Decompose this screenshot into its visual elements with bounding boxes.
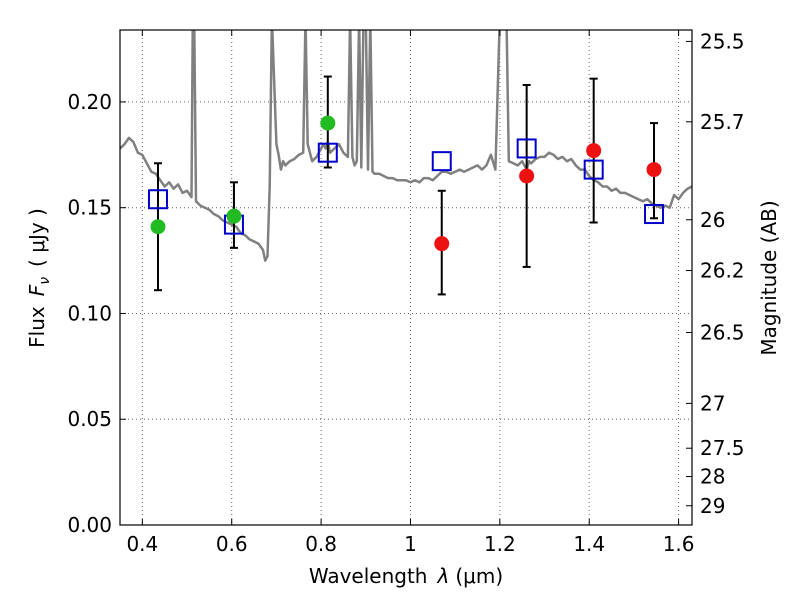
observed-point-green [150,219,166,235]
data-marks [147,75,665,296]
observed-point-red [646,162,662,178]
x-tick-label: 1.4 [573,532,605,556]
x-tick-label: 0.6 [216,532,248,556]
grid-lines [120,30,692,526]
x-tick-label: 1.6 [663,532,695,556]
observed-point-green [226,208,242,224]
model-photometry-point [644,204,665,225]
x-tick-label: 1.2 [484,532,516,556]
y-tick-label: 0.15 [67,196,112,220]
model-photometry-point [516,138,537,159]
y-axis-label: FluxFν( μJy ) [25,208,53,348]
mag-tick-label: 28 [700,465,725,489]
y-tick-label: 0.05 [67,407,112,431]
x-axis-label: Wavelength λ (μm) [309,564,503,588]
observed-point-red [519,168,535,184]
plot-frame [119,29,693,526]
mag-tick-label: 25.7 [700,110,745,134]
x-tick-label: 0.4 [126,532,158,556]
axis-ticks: 0.4 0.6 0.8 1 1.2 1.4 1.6 0.00 0.05 0.10 0.15 0.20 2… [67,29,744,556]
mag-tick-label: 27 [700,391,725,415]
y-tick-label: 0.00 [67,513,112,537]
model-spectrum-line [120,30,692,262]
model-photometry-point [317,142,338,163]
observed-point-green [320,115,336,131]
observed-point-red [434,236,450,252]
mag-tick-label: 25.5 [700,29,745,53]
mag-tick-label: 27.5 [700,436,745,460]
x-tick-label: 1 [404,532,417,556]
mag-tick-label: 26 [700,208,725,232]
y-tick-label: 0.20 [67,90,112,114]
x-tick-label: 0.8 [305,532,337,556]
mag-tick-label: 29 [700,494,725,518]
mag-tick-label: 26.5 [700,321,745,345]
model-photometry-point [431,151,452,172]
y-tick-label: 0.10 [67,301,112,325]
mag-tick-label: 26.2 [700,259,745,283]
magnitude-axis-label: Magnitude (AB) [757,200,781,355]
observed-point-red [586,143,602,159]
model-photometry-point [147,189,168,210]
model-photometry-point [583,159,604,180]
